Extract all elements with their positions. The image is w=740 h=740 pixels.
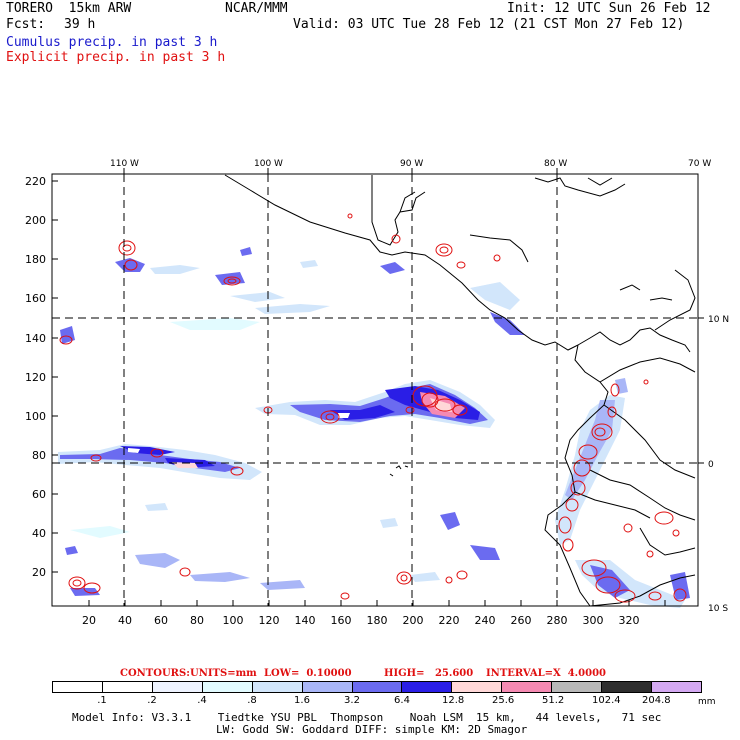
colorbar-swatch bbox=[151, 682, 202, 692]
colorbar-swatch bbox=[101, 682, 152, 692]
colorbar-labels: .1 .2 .4 .8 1.6 3.2 6.4 12.8 25.6 51.2 102.4 204.8 bbox=[52, 695, 740, 707]
y-tick-label: 20 bbox=[32, 566, 46, 579]
x-tick-label: 140 bbox=[295, 614, 316, 627]
graticule bbox=[52, 174, 698, 606]
axis-ticks bbox=[52, 168, 704, 606]
colorbar-unit: mm bbox=[698, 697, 716, 707]
field-explicit-label: Explicit precip. in past 3 h bbox=[6, 50, 226, 65]
colorbar-swatch bbox=[651, 682, 701, 692]
y-tick-label: 200 bbox=[25, 214, 46, 227]
x-tick-label: 220 bbox=[439, 614, 460, 627]
colorbar-swatch bbox=[601, 682, 652, 692]
y-tick-label: 80 bbox=[32, 449, 46, 462]
model-title: TORERO 15km ARW bbox=[6, 1, 132, 16]
x-tick-label: 180 bbox=[367, 614, 388, 627]
colorbar-label: 6.4 bbox=[394, 695, 410, 706]
y-tick-label: 180 bbox=[25, 253, 46, 266]
lat-labels: 10 N 0 10 S bbox=[708, 315, 729, 614]
x-tick-label: 100 bbox=[223, 614, 244, 627]
y-index-labels: 220 200 180 160 140 120 100 80 60 40 20 bbox=[25, 175, 46, 579]
x-index-labels: 20 40 60 80 100 120 140 160 180 200 220 … bbox=[82, 614, 640, 627]
x-tick-label: 320 bbox=[619, 614, 640, 627]
y-tick-label: 100 bbox=[25, 410, 46, 423]
colorbar-swatch bbox=[53, 682, 102, 692]
colorbar-swatch bbox=[501, 682, 552, 692]
lat-label: 10 N bbox=[708, 315, 729, 325]
x-tick-label: 280 bbox=[547, 614, 568, 627]
colorbar-label: .4 bbox=[197, 695, 207, 706]
y-tick-label: 120 bbox=[25, 371, 46, 384]
forecast-hour: 39 h bbox=[64, 17, 96, 32]
contours-label: CONTOURS: bbox=[120, 668, 190, 679]
model-info: Model Info: V3.3.1 Tiedtke YSU PBL Thomp… bbox=[72, 711, 662, 724]
colorbar-label: .1 bbox=[97, 695, 107, 706]
lat-label: 10 S bbox=[708, 604, 728, 614]
y-tick-label: 60 bbox=[32, 488, 46, 501]
x-tick-label: 120 bbox=[259, 614, 280, 627]
explicit-precip-contours bbox=[59, 213, 687, 603]
colorbar-swatch bbox=[301, 682, 352, 692]
lon-label: 90 W bbox=[400, 159, 423, 169]
lon-label: 110 W bbox=[110, 159, 139, 169]
x-tick-label: 300 bbox=[583, 614, 604, 627]
colorbar-label: 102.4 bbox=[592, 695, 621, 706]
x-tick-label: 240 bbox=[475, 614, 496, 627]
y-tick-label: 220 bbox=[25, 175, 46, 188]
colorbar-swatch bbox=[401, 682, 452, 692]
colorbar-swatch bbox=[451, 682, 502, 692]
coastlines bbox=[224, 174, 696, 607]
map-frame bbox=[51, 173, 699, 607]
x-tick-label: 80 bbox=[190, 614, 204, 627]
x-tick-label: 40 bbox=[118, 614, 132, 627]
contours-interval: INTERVAL=X 4.0000 bbox=[486, 668, 606, 679]
lon-labels: 110 W 100 W 90 W 80 W 70 W bbox=[110, 159, 711, 169]
colorbar-label: .2 bbox=[147, 695, 157, 706]
colorbar-swatch bbox=[551, 682, 602, 692]
colorbar-label: 1.6 bbox=[294, 695, 310, 706]
cumulus-precip-shading bbox=[58, 247, 690, 608]
field-cumulus-label: Cumulus precip. in past 3 h bbox=[6, 35, 218, 50]
lon-label: 100 W bbox=[254, 159, 283, 169]
x-tick-label: 160 bbox=[331, 614, 352, 627]
colorbar-label: 25.6 bbox=[492, 695, 515, 706]
org-label: NCAR/MMM bbox=[225, 1, 288, 16]
valid-time: Valid: 03 UTC Tue 28 Feb 12 (21 CST Mon … bbox=[293, 17, 685, 32]
forecast-label: Fcst: bbox=[6, 17, 46, 32]
colorbar-label: 204.8 bbox=[642, 695, 671, 706]
lon-label: 80 W bbox=[544, 159, 567, 169]
lat-label: 0 bbox=[708, 460, 714, 470]
contours-low: LOW= 0.10000 bbox=[264, 668, 352, 679]
y-tick-label: 160 bbox=[25, 292, 46, 305]
colorbar-label: .8 bbox=[247, 695, 257, 706]
y-tick-label: 40 bbox=[32, 527, 46, 540]
colorbar-swatch bbox=[251, 682, 302, 692]
x-tick-label: 260 bbox=[511, 614, 532, 627]
colorbar bbox=[52, 681, 702, 693]
model-physics: LW: Godd SW: Goddard DIFF: simple KM: 2D… bbox=[216, 723, 528, 736]
x-tick-label: 200 bbox=[403, 614, 424, 627]
colorbar-swatch bbox=[201, 682, 252, 692]
y-tick-label: 140 bbox=[25, 332, 46, 345]
init-time: Init: 12 UTC Sun 26 Feb 12 bbox=[507, 1, 711, 16]
colorbar-label: 51.2 bbox=[542, 695, 565, 706]
x-tick-label: 60 bbox=[154, 614, 168, 627]
contours-units: UNITS=mm bbox=[190, 668, 257, 679]
x-tick-label: 20 bbox=[82, 614, 96, 627]
colorbar-label: 3.2 bbox=[344, 695, 360, 706]
colorbar-label: 12.8 bbox=[442, 695, 465, 706]
contours-high: HIGH= 25.600 bbox=[384, 668, 474, 679]
lon-label: 70 W bbox=[688, 159, 711, 169]
colorbar-swatch bbox=[351, 682, 402, 692]
